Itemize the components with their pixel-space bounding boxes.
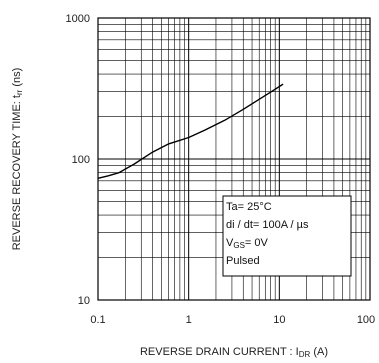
legend-line-didt: di / dt= 100A / µs [226, 219, 309, 231]
legend-line-vgs: VGS= 0V [226, 237, 269, 250]
legend-line-pulsed: Pulsed [226, 255, 260, 267]
x-tick-label: 100 [357, 314, 375, 326]
x-tick-label: 0.1 [90, 314, 105, 326]
y-axis-title: REVERSE RECOVERY TIME: trr (ns) [11, 68, 24, 251]
trr-curve [97, 83, 284, 179]
legend-box: Ta= 25°C di / dt= 100A / µs VGS= 0V Puls… [222, 195, 352, 277]
tick-labels: 0.1 1 10 100 10 100 1000 [66, 13, 376, 326]
plot-frame [97, 17, 371, 301]
x-axis-title: REVERSE DRAIN CURRENT : IDR (A) [140, 346, 328, 359]
y-tick-label: 1000 [66, 13, 90, 25]
x-tick-label: 1 [186, 314, 192, 326]
x-tick-label: 10 [273, 314, 285, 326]
y-tick-label: 100 [72, 154, 90, 166]
legend-line-ta: Ta= 25°C [226, 201, 272, 213]
y-tick-label: 10 [78, 295, 90, 307]
